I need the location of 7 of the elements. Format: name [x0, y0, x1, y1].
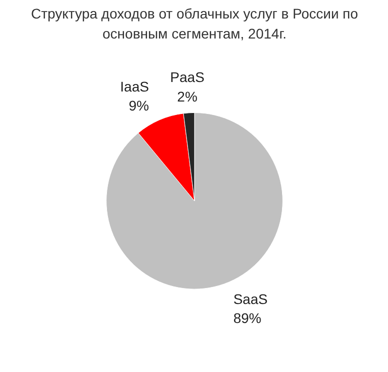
slice-label: SaaS	[233, 290, 268, 307]
chart-title: Структура доходов от облачных услуг в России по основным сегментам, 2014г.	[30, 6, 358, 42]
slice-label: IaaS	[120, 78, 149, 94]
data-label: 89%	[233, 310, 262, 326]
data-label: 9%	[128, 97, 149, 114]
slice-label: PaaS	[170, 69, 204, 86]
data-label: 2%	[177, 88, 198, 104]
